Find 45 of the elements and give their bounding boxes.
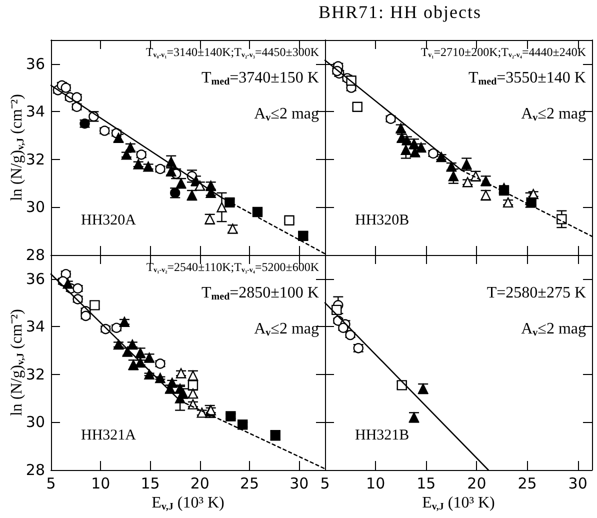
y-axis-title: ln (N/g)v,J (cm⁻²) xyxy=(8,94,26,202)
x-tick-label: 30 xyxy=(568,474,588,492)
annotation: HH320A xyxy=(81,212,136,228)
point xyxy=(284,215,294,226)
point xyxy=(345,330,356,340)
x-tick-label: 30 xyxy=(290,474,309,492)
y-tick-label: 28 xyxy=(26,246,45,264)
point xyxy=(526,197,536,208)
point xyxy=(448,171,459,182)
y-tick-label: 34 xyxy=(26,102,45,121)
annotation: HH320B xyxy=(355,212,410,228)
x-tick-label: 25 xyxy=(240,474,260,492)
x-tick-label: 20 xyxy=(467,474,486,492)
point xyxy=(502,197,514,208)
chart-title: BHR71: HH objects xyxy=(318,2,482,23)
x-tick-label: 10 xyxy=(366,474,386,492)
point xyxy=(238,420,248,430)
y-tick-label: 30 xyxy=(26,413,45,432)
point xyxy=(216,202,227,212)
y-tick-label: 28 xyxy=(26,461,45,479)
y-tick-label: 30 xyxy=(26,198,45,216)
point xyxy=(62,278,73,289)
point xyxy=(352,102,362,112)
y-tick-label: 34 xyxy=(26,318,45,336)
point xyxy=(80,310,91,322)
x-tick-label: 5 xyxy=(320,474,330,492)
x-tick-label: 15 xyxy=(140,474,160,492)
y-tick-label: 36 xyxy=(26,270,45,288)
point xyxy=(400,144,412,155)
x-tick-label: 5 xyxy=(46,474,56,492)
y-axis-title: ln (N/g)v,J (cm⁻²) xyxy=(8,308,26,416)
x-tick-label: 20 xyxy=(190,474,210,492)
x-tick-label: 25 xyxy=(518,474,537,492)
point xyxy=(298,230,308,241)
point xyxy=(252,206,263,218)
annotation: HH321A xyxy=(81,428,136,444)
x-tick-label: 10 xyxy=(91,474,110,492)
annotation: T=2580±275 K xyxy=(486,284,586,302)
point xyxy=(498,185,510,196)
y-tick-label: 32 xyxy=(26,365,45,384)
y-tick-label: 32 xyxy=(26,150,45,168)
y-tick-label: 36 xyxy=(26,54,45,73)
x-tick-label: 15 xyxy=(416,474,436,492)
point xyxy=(226,411,236,422)
annotation: HH321B xyxy=(355,428,410,444)
